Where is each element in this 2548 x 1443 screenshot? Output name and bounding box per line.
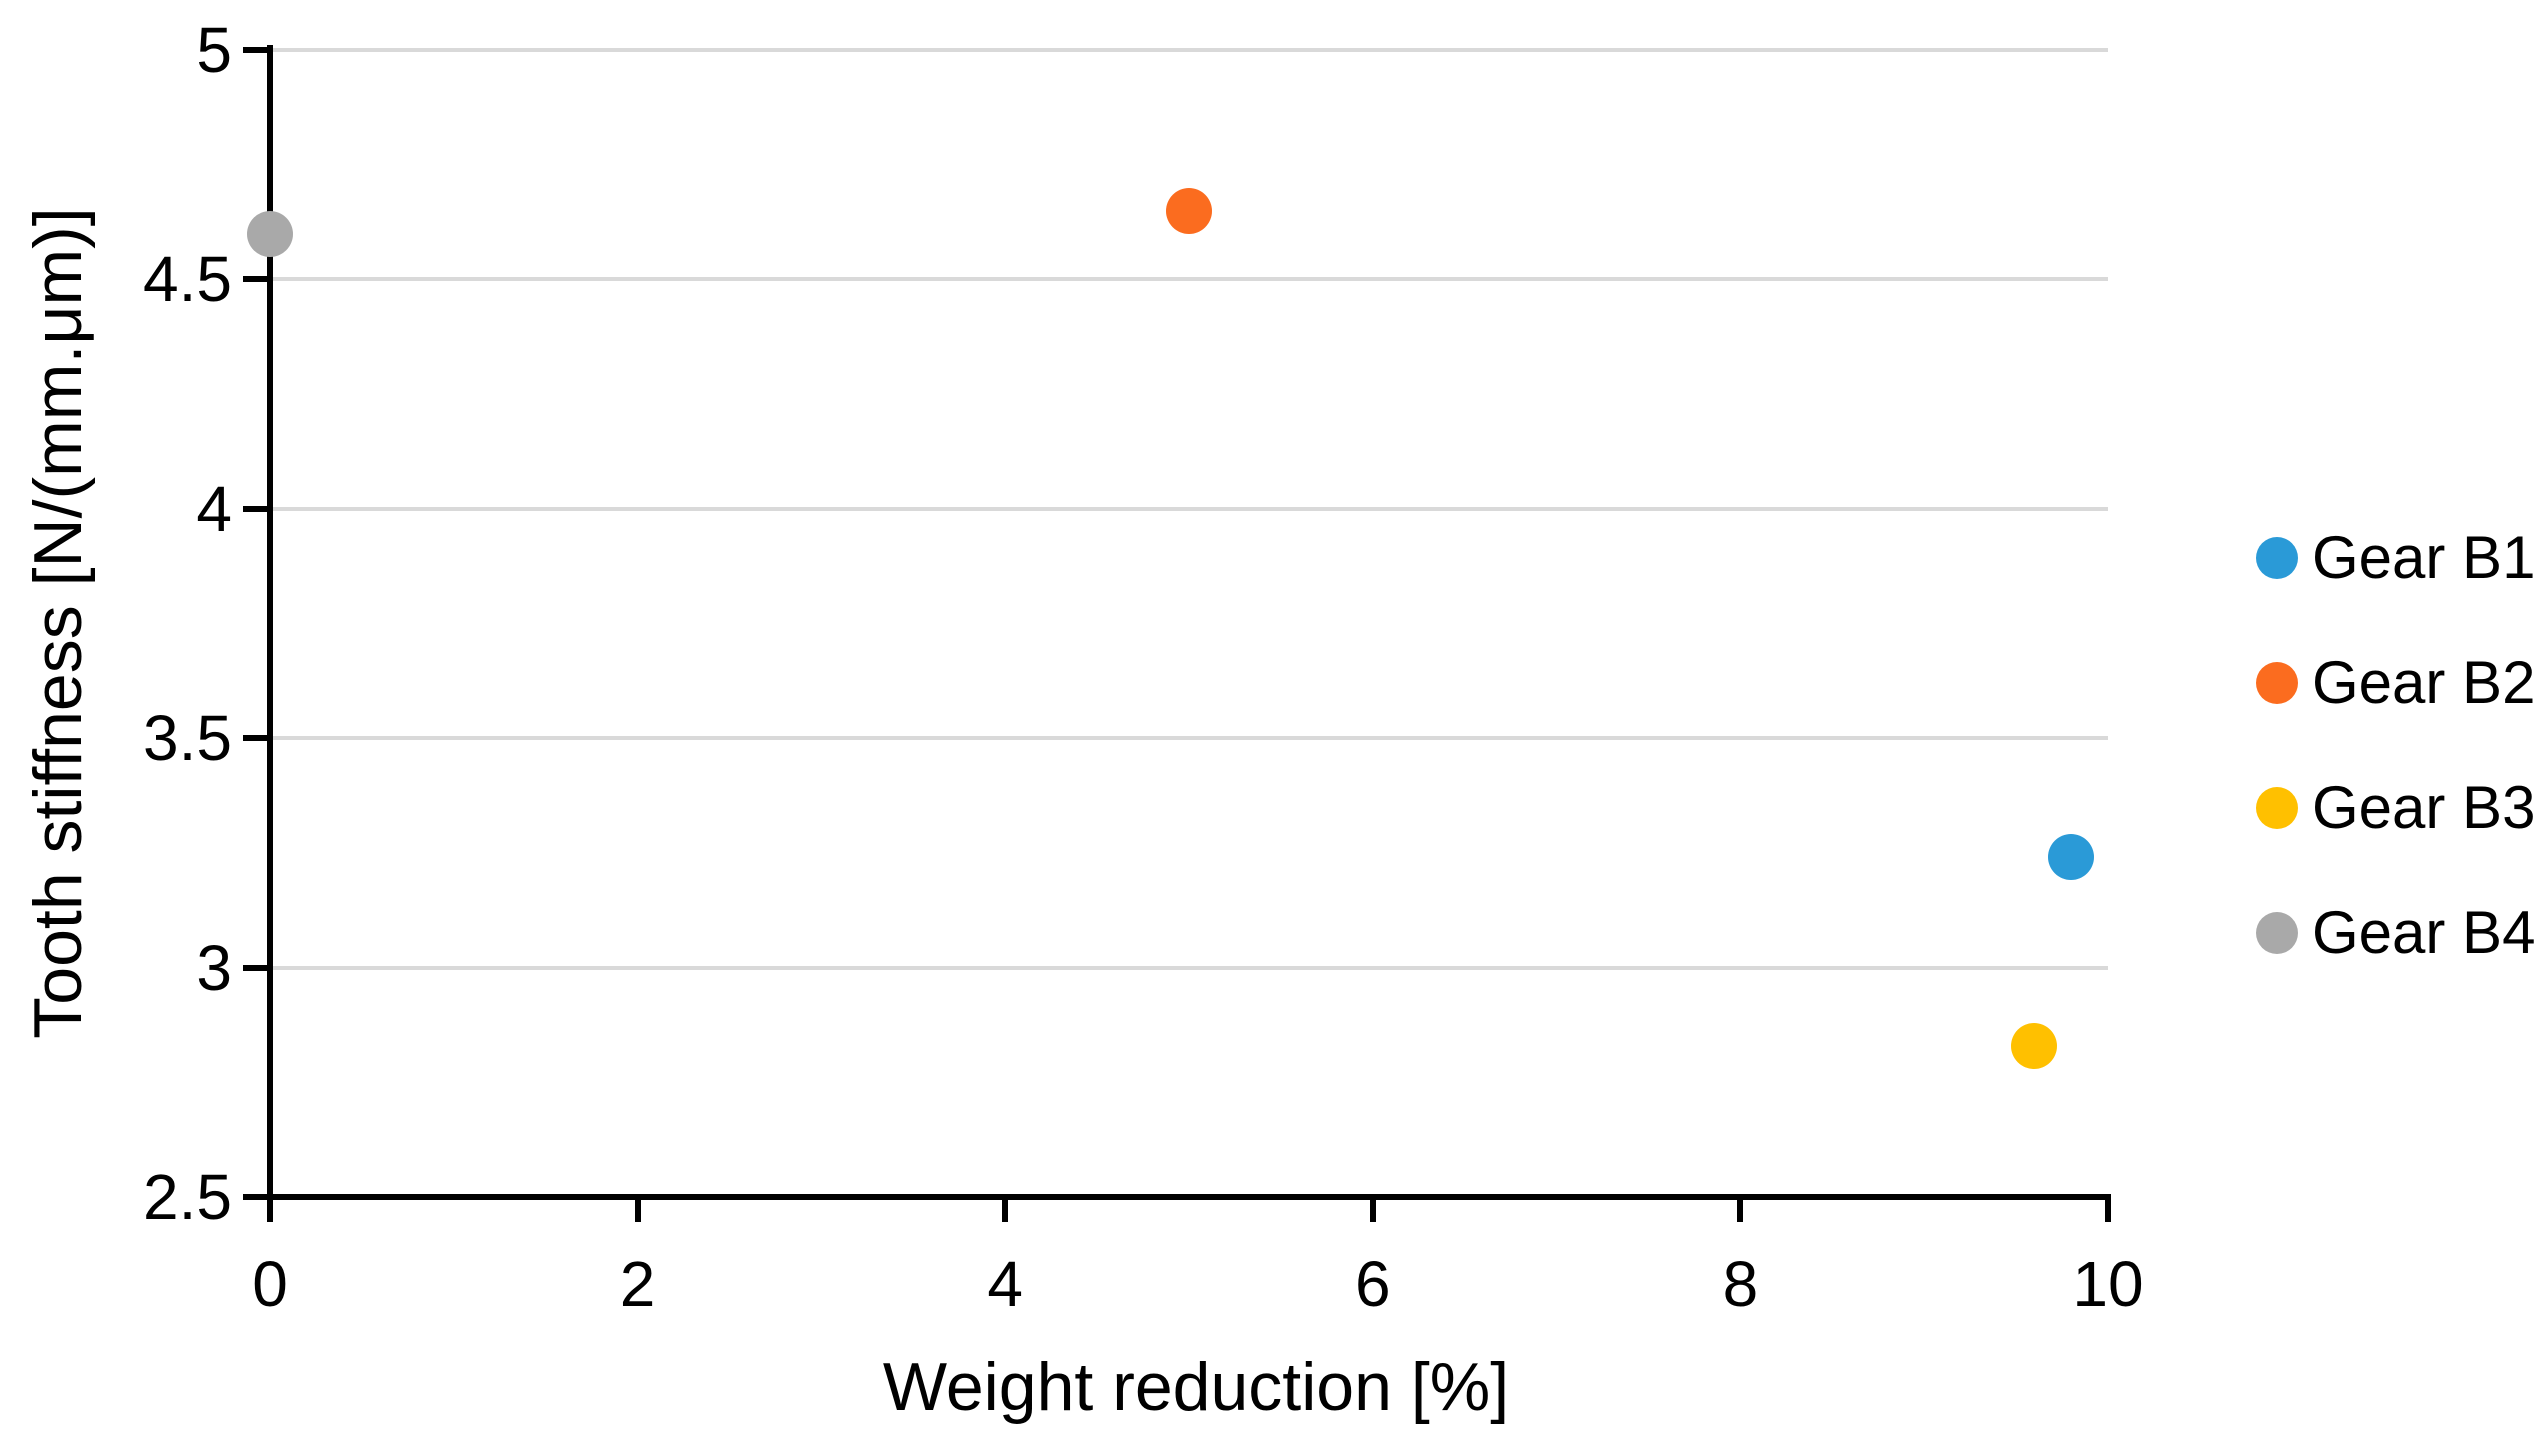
- y-axis-line: [267, 45, 273, 1220]
- y-tick-label: 3.5: [143, 702, 232, 775]
- y-tick-mark: [243, 735, 270, 742]
- y-gridline: [270, 506, 2108, 511]
- data-point-gear-b4: [247, 210, 293, 257]
- y-axis-title: Tooth stiffness [N/(mm.μm)]: [20, 207, 96, 1039]
- legend-marker-icon: [2256, 662, 2298, 704]
- x-tick-mark: [1369, 1197, 1376, 1222]
- x-tick-label: 10: [2072, 1248, 2144, 1320]
- y-tick-mark: [243, 1194, 270, 1200]
- x-tick-label: 4: [987, 1248, 1023, 1320]
- legend-label: Gear B2: [2312, 649, 2536, 716]
- legend-item-gear-b3: Gear B3: [2256, 774, 2536, 841]
- x-tick-label: 6: [1355, 1248, 1391, 1320]
- y-tick-mark: [243, 47, 270, 53]
- x-tick-label: 2: [619, 1248, 656, 1320]
- y-gridline: [270, 736, 2108, 741]
- legend-label: Gear B1: [2312, 524, 2536, 591]
- x-tick-label: 0: [252, 1248, 288, 1320]
- x-tick-mark: [1002, 1197, 1009, 1222]
- x-axis-line: [267, 1194, 2111, 1200]
- legend-label: Gear B3: [2312, 774, 2536, 841]
- x-tick-label: 8: [1722, 1248, 1759, 1320]
- x-tick-mark: [2105, 1197, 2111, 1222]
- data-point-gear-b2: [1166, 187, 1212, 234]
- y-tick-label: 3: [196, 931, 232, 1004]
- y-tick-label: 4: [196, 472, 232, 545]
- data-point-gear-b1: [2048, 834, 2095, 881]
- x-tick-mark: [634, 1197, 641, 1222]
- y-gridline: [270, 277, 2108, 282]
- y-tick-label: 2.5: [143, 1161, 232, 1233]
- legend-marker-icon: [2256, 787, 2298, 829]
- y-tick-mark: [243, 505, 270, 512]
- y-tick-label: 5: [196, 14, 232, 86]
- legend-item-gear-b4: Gear B4: [2256, 899, 2536, 966]
- x-tick-mark: [267, 1197, 273, 1222]
- legend-item-gear-b2: Gear B2: [2256, 649, 2536, 716]
- legend-label: Gear B4: [2312, 899, 2536, 966]
- y-tick-label: 4.5: [143, 243, 232, 316]
- legend-item-gear-b1: Gear B1: [2256, 524, 2536, 591]
- x-axis-title: Weight reduction [%]: [882, 1349, 1510, 1425]
- chart-legend: Gear B1 Gear B2 Gear B3 Gear B4: [2256, 524, 2536, 1036]
- y-tick-mark: [243, 964, 270, 971]
- y-gridline: [270, 48, 2108, 52]
- legend-marker-icon: [2256, 537, 2298, 579]
- legend-marker-icon: [2256, 912, 2298, 954]
- y-gridline: [270, 965, 2108, 970]
- y-tick-mark: [243, 276, 270, 283]
- x-tick-mark: [1737, 1197, 1744, 1222]
- data-point-gear-b3: [2011, 1022, 2058, 1069]
